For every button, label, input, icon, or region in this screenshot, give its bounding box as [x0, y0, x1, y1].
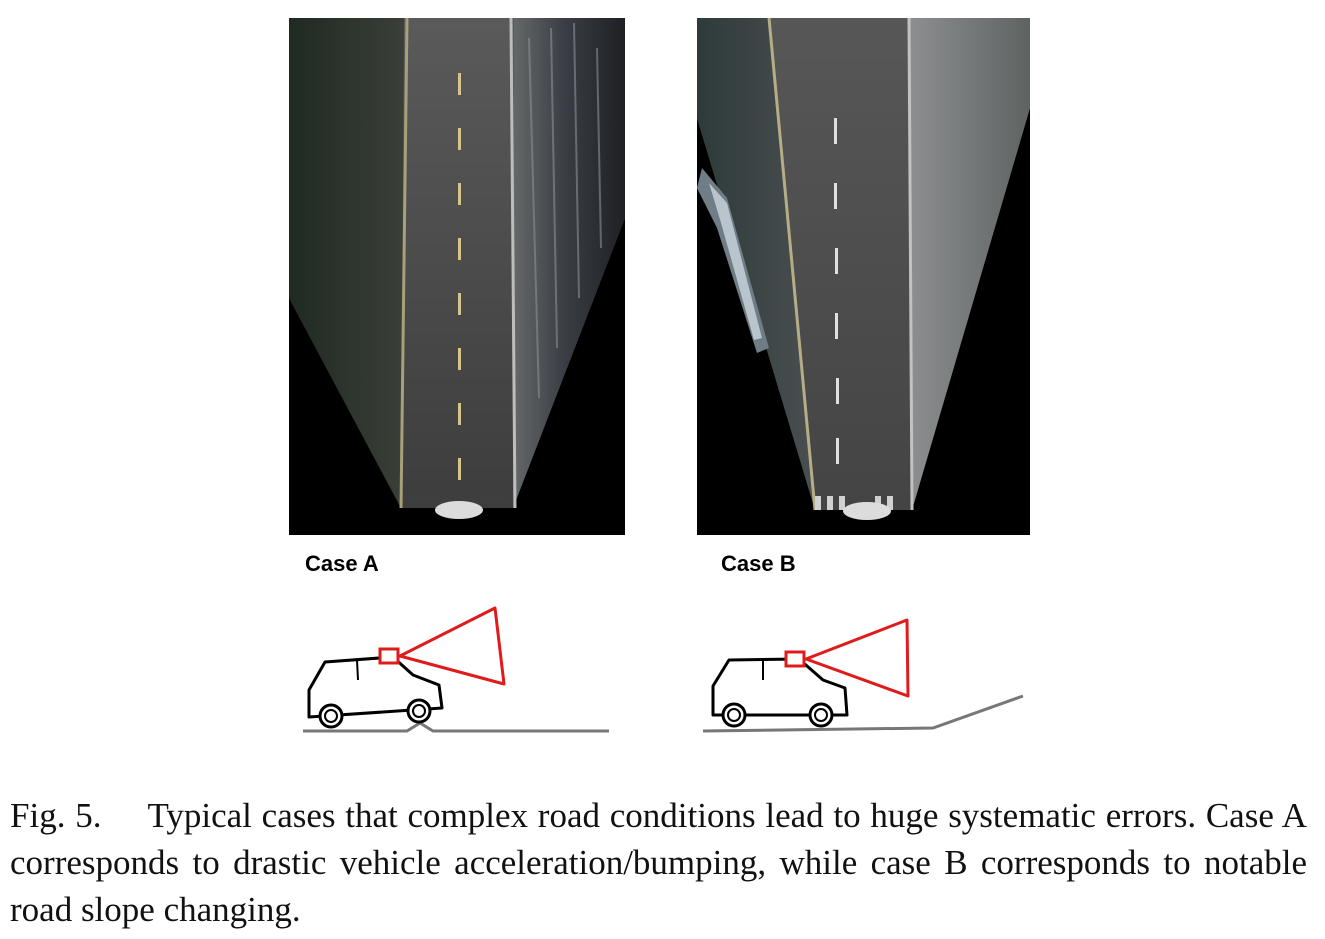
case-b-birdseye-image [697, 18, 1030, 535]
figure-caption: Fig. 5. Typical cases that complex road c… [10, 792, 1307, 933]
case-a-road-profile [303, 721, 609, 733]
case-b-road-profile [702, 694, 1024, 733]
case-b-camera-frustum [804, 618, 910, 698]
case-b-camera [784, 650, 806, 668]
case-b-car-outline [711, 657, 849, 717]
case-b-label: Case B [721, 551, 796, 576]
case-b-front-wheel [808, 702, 834, 728]
figure-number: Fig. 5. [10, 796, 102, 835]
case-a-camera [378, 647, 400, 665]
case-a-camera-frustum [398, 606, 506, 686]
case-b-vehicle-diagram [695, 600, 1030, 745]
case-b-rear-wheel [721, 702, 747, 728]
case-b-ego-hood [843, 502, 891, 520]
case-a-vehicle-diagram [295, 600, 615, 745]
case-a-front-wheel [406, 698, 432, 724]
case-a-birdseye-image [289, 18, 625, 535]
case-a-ego-hood [435, 501, 483, 519]
case-a-lane-marking [458, 73, 461, 480]
case-a-label: Case A [305, 551, 379, 576]
case-a-car-outline [307, 655, 444, 719]
figure-caption-text: Typical cases that complex road conditio… [10, 796, 1307, 929]
case-b-road-render [697, 18, 1030, 535]
case-a-road-render [289, 18, 625, 535]
case-a-rear-wheel [318, 703, 344, 729]
case-b-lane-marking [834, 118, 839, 464]
